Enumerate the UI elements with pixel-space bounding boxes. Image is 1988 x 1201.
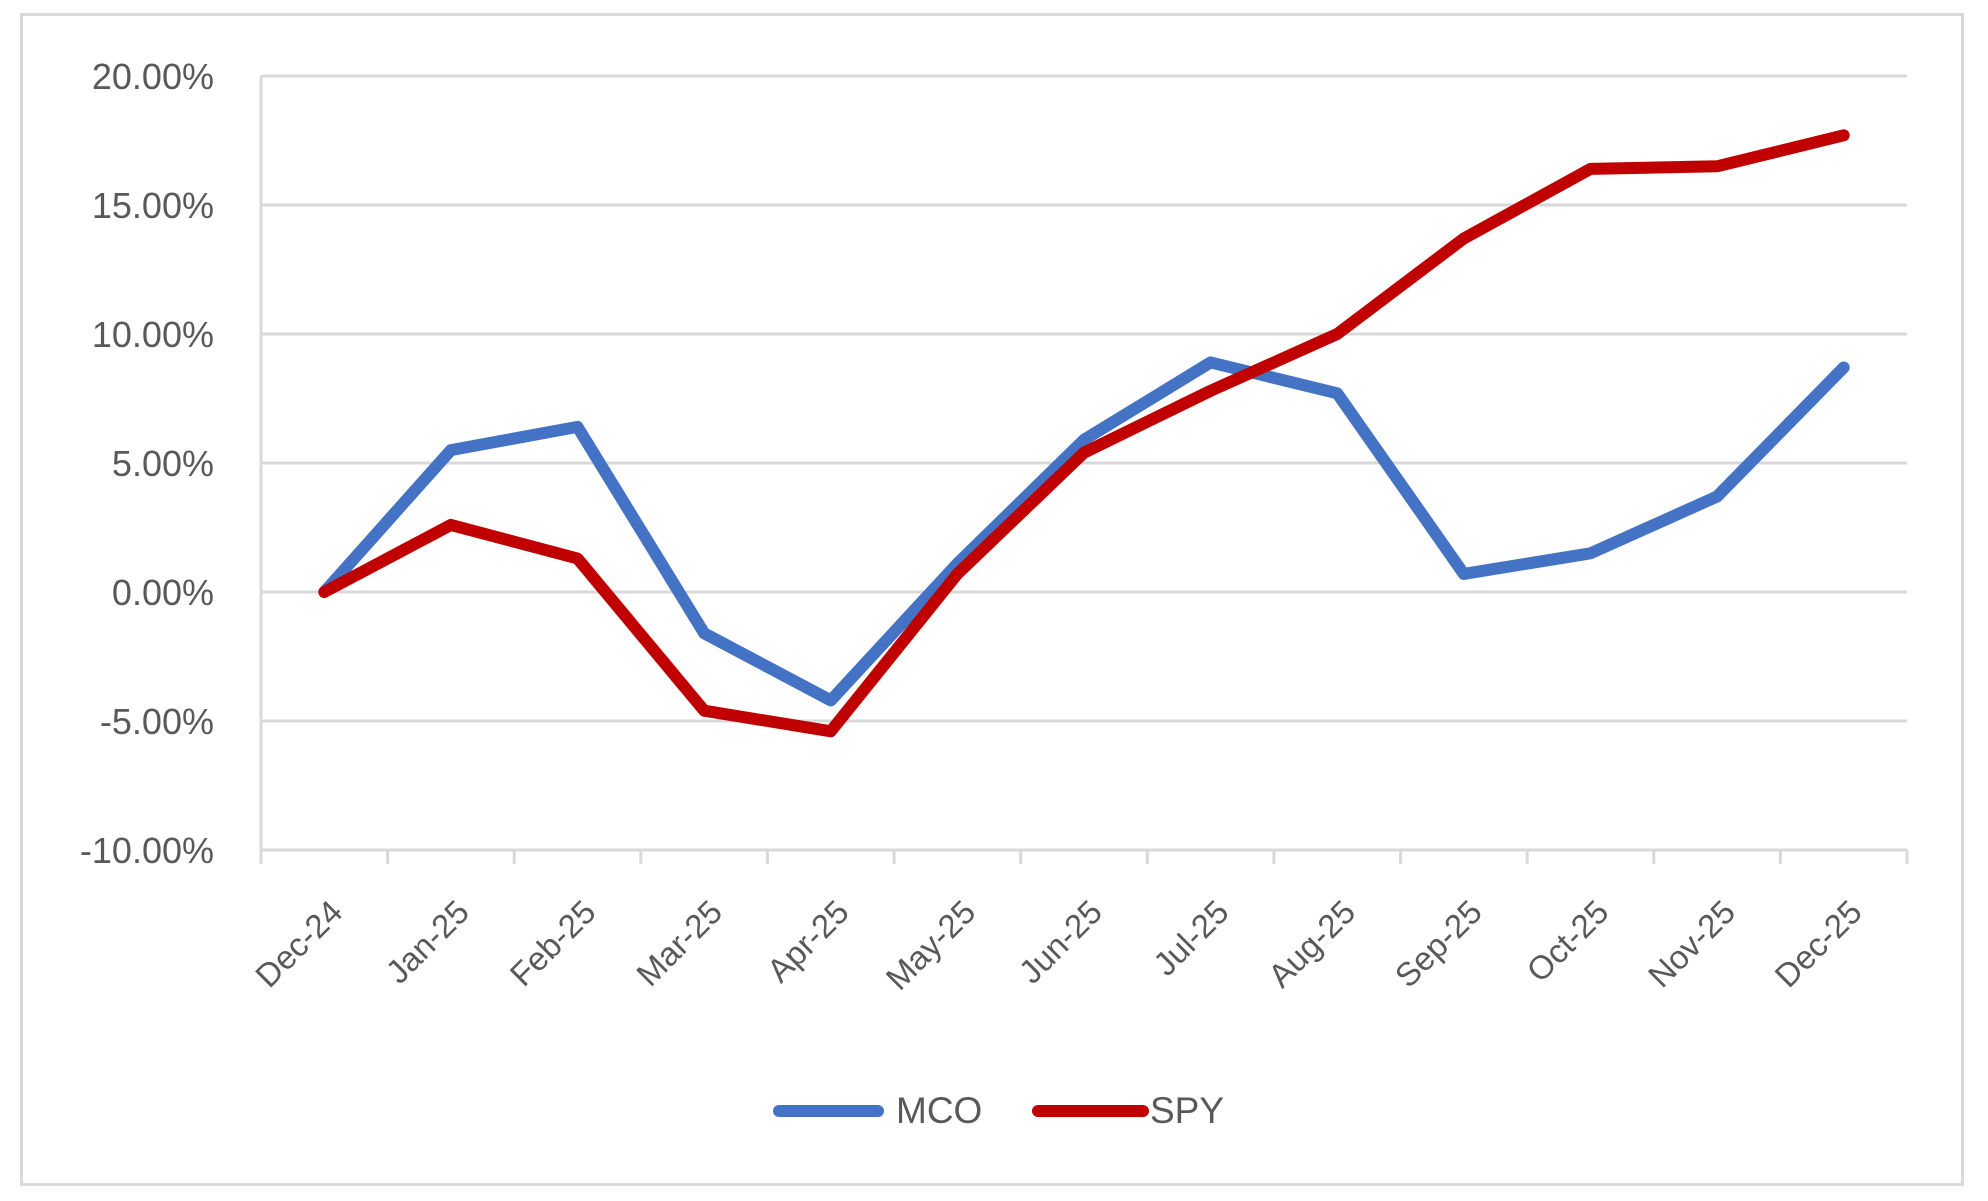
gridlines bbox=[261, 74, 1907, 723]
y-axis-labels: 20.00% 15.00% 10.00% 5.00% 0.00% -5.00% -10.00… bbox=[80, 56, 214, 871]
y-tick-label: 5.00% bbox=[112, 443, 214, 484]
series-line-mco bbox=[318, 356, 1850, 707]
x-tick-label: Dec-24 bbox=[248, 893, 349, 994]
y-tick-label: 20.00% bbox=[92, 56, 214, 97]
y-tick-label: 0.00% bbox=[112, 572, 214, 613]
x-axis bbox=[259, 76, 1909, 864]
x-tick-label: Nov-25 bbox=[1641, 893, 1742, 994]
x-tick-label: May-25 bbox=[878, 893, 982, 997]
legend-label-spy: SPY bbox=[1150, 1090, 1224, 1131]
series-lines bbox=[318, 129, 1850, 738]
y-tick-label: 10.00% bbox=[92, 314, 214, 355]
x-axis-labels: Dec-24 Jan-25 Feb-25 Mar-25 Apr-25 May-25 Jun-… bbox=[248, 893, 1869, 997]
x-tick-label: Jul-25 bbox=[1146, 893, 1236, 983]
x-tick-label: Feb-25 bbox=[503, 893, 603, 993]
chart-frame bbox=[20, 13, 1964, 1186]
x-tick-label: Jun-25 bbox=[1012, 893, 1110, 991]
series-line-spy bbox=[318, 129, 1850, 738]
x-tick-label: Dec-25 bbox=[1767, 893, 1868, 994]
legend: MCO SPY bbox=[773, 1090, 1224, 1131]
x-tick-label: Mar-25 bbox=[629, 893, 729, 993]
legend-label-mco: MCO bbox=[896, 1090, 982, 1131]
x-tick-label: Aug-25 bbox=[1261, 893, 1362, 994]
y-tick-label: 15.00% bbox=[92, 185, 214, 226]
x-tick-label: Apr-25 bbox=[760, 893, 856, 989]
y-tick-label: -5.00% bbox=[100, 701, 214, 742]
x-tick-label: Oct-25 bbox=[1519, 893, 1615, 989]
y-tick-label: -10.00% bbox=[80, 830, 214, 871]
x-tick-label: Jan-25 bbox=[379, 893, 477, 991]
x-tick-label: Sep-25 bbox=[1388, 893, 1489, 994]
